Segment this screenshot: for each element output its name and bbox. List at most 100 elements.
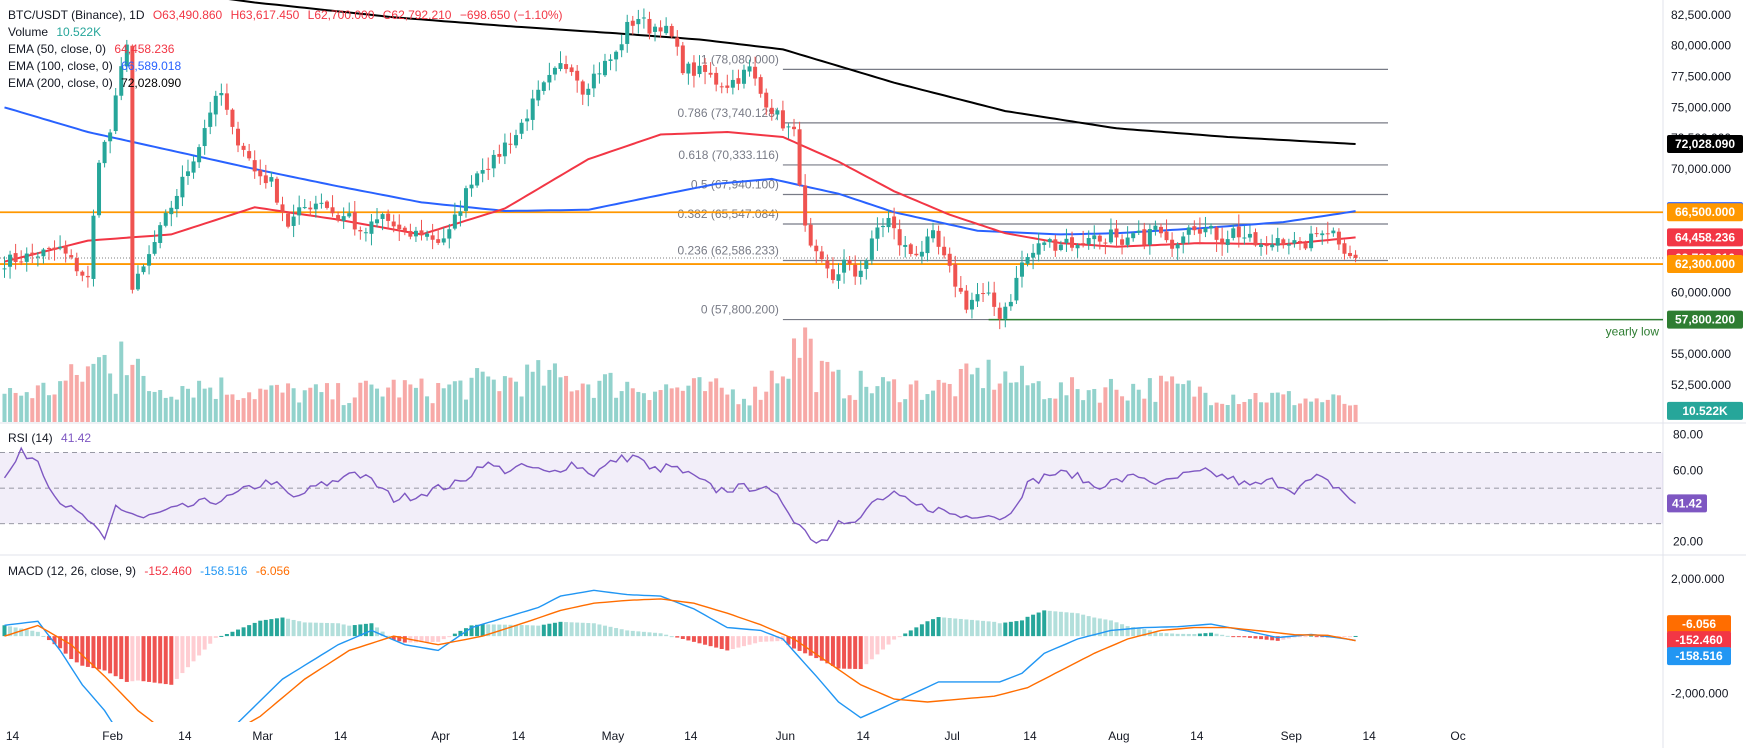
macd-histogram-bar	[324, 622, 329, 637]
macd-tick-label: 2,000.000	[1671, 572, 1725, 586]
ema100-value: 66,589.018	[121, 59, 182, 73]
candle-body	[147, 254, 152, 266]
macd-histogram-bar	[363, 623, 368, 637]
candle-body	[63, 245, 68, 254]
macd-histogram-bar	[208, 636, 213, 644]
yearly-low-label: yearly low	[1606, 325, 1660, 339]
macd-histogram-bar	[869, 636, 874, 660]
volume-bar	[1147, 378, 1152, 422]
volume-bar	[836, 369, 841, 422]
volume-bar	[808, 338, 813, 422]
macd-histogram-bar	[1220, 634, 1225, 637]
candle-body	[514, 135, 519, 146]
macd-histogram-bar	[792, 636, 797, 649]
time-tick-label: Jul	[944, 729, 959, 743]
macd-histogram-bar	[247, 625, 252, 637]
macd-histogram-bar	[308, 622, 313, 637]
volume-bar	[792, 338, 797, 422]
volume-bar	[391, 379, 396, 422]
macd-histogram-bar	[775, 636, 780, 642]
candle-body	[236, 128, 241, 146]
macd-histogram-bar	[564, 622, 569, 637]
macd-histogram-bar	[641, 631, 646, 637]
macd-line	[4, 589, 1356, 722]
volume-bar	[1058, 382, 1063, 422]
volume-bar	[408, 384, 413, 422]
candle-body	[124, 44, 129, 67]
candle-body	[1008, 301, 1013, 307]
macd-histogram-bar	[1081, 614, 1086, 637]
candle-body	[158, 225, 163, 243]
time-tick-label: 14	[178, 729, 192, 743]
macd-histogram-bar	[530, 625, 535, 637]
candle-body	[208, 112, 213, 127]
macd-histogram-bar	[1031, 614, 1036, 637]
candle-body	[647, 18, 652, 34]
price-badge: 57,800.200	[1675, 313, 1735, 327]
candle-body	[8, 254, 13, 267]
volume-bar	[191, 397, 196, 422]
volume-bar	[452, 381, 457, 422]
macd-histogram-bar	[1058, 611, 1063, 637]
candle-body	[174, 195, 179, 210]
candle-body	[558, 63, 563, 69]
macd-histogram-bar	[69, 636, 74, 660]
volume-bar	[1114, 389, 1119, 422]
macd-histogram-bar	[1253, 636, 1258, 639]
macd-histogram-bar	[981, 620, 986, 637]
macd-histogram-bar	[169, 636, 174, 685]
price-tick-label: 55,000.000	[1671, 347, 1731, 361]
price-badge-bg	[1667, 310, 1743, 329]
candle-body	[1142, 229, 1147, 245]
macd-histogram-bar	[614, 628, 619, 637]
macd-histogram-bar	[769, 636, 774, 642]
candle-body	[797, 129, 802, 186]
macd-histogram-bar	[931, 619, 936, 637]
volume-bar	[647, 400, 652, 422]
macd-histogram-bar	[425, 636, 430, 643]
volume-bar	[869, 393, 874, 422]
price-badge: 72,028.090	[1675, 137, 1735, 151]
macd-histogram-bar	[147, 636, 152, 682]
candle-body	[792, 126, 797, 130]
volume-bar	[1231, 394, 1236, 422]
candle-body	[302, 207, 307, 209]
price-badge-bg	[1667, 135, 1743, 154]
volume-bar	[747, 405, 752, 422]
candle-body	[1275, 238, 1280, 246]
macd-histogram-bar	[753, 636, 758, 644]
macd-histogram-bar	[914, 627, 919, 637]
candle-body	[830, 269, 835, 280]
time-tick-label: 14	[512, 729, 526, 743]
volume-bar	[458, 380, 463, 422]
candle-body	[653, 26, 658, 32]
volume-bar	[819, 360, 824, 422]
volume-bar	[1353, 404, 1358, 422]
volume-bar	[547, 369, 552, 422]
volume-bar	[230, 394, 235, 422]
macd-histogram-bar	[964, 619, 969, 637]
macd-histogram-bar	[280, 617, 285, 637]
macd-histogram-bar	[953, 618, 958, 637]
volume-bar	[608, 372, 613, 422]
volume-bar	[908, 384, 913, 422]
rsi-value: 41.42	[61, 431, 92, 445]
volume-bar	[236, 399, 241, 422]
macd-histogram-bar	[1275, 636, 1280, 641]
candle-body	[1031, 252, 1036, 258]
volume-bar	[558, 377, 563, 422]
candle-body	[1147, 229, 1152, 245]
candle-body	[1086, 238, 1091, 245]
candle-body	[564, 64, 569, 70]
ema100-legend: EMA (100, close, 0) 66,589.018	[8, 59, 186, 73]
macd-histogram-bar	[8, 626, 13, 637]
macd-signal-value: -158.516	[200, 564, 248, 578]
candle-body	[1181, 236, 1186, 244]
candle-body	[219, 92, 224, 96]
volume-bar	[441, 388, 446, 422]
volume-bar	[108, 373, 113, 422]
macd-histogram-bar	[375, 627, 380, 637]
macd-badge: -6.056	[1682, 617, 1716, 631]
